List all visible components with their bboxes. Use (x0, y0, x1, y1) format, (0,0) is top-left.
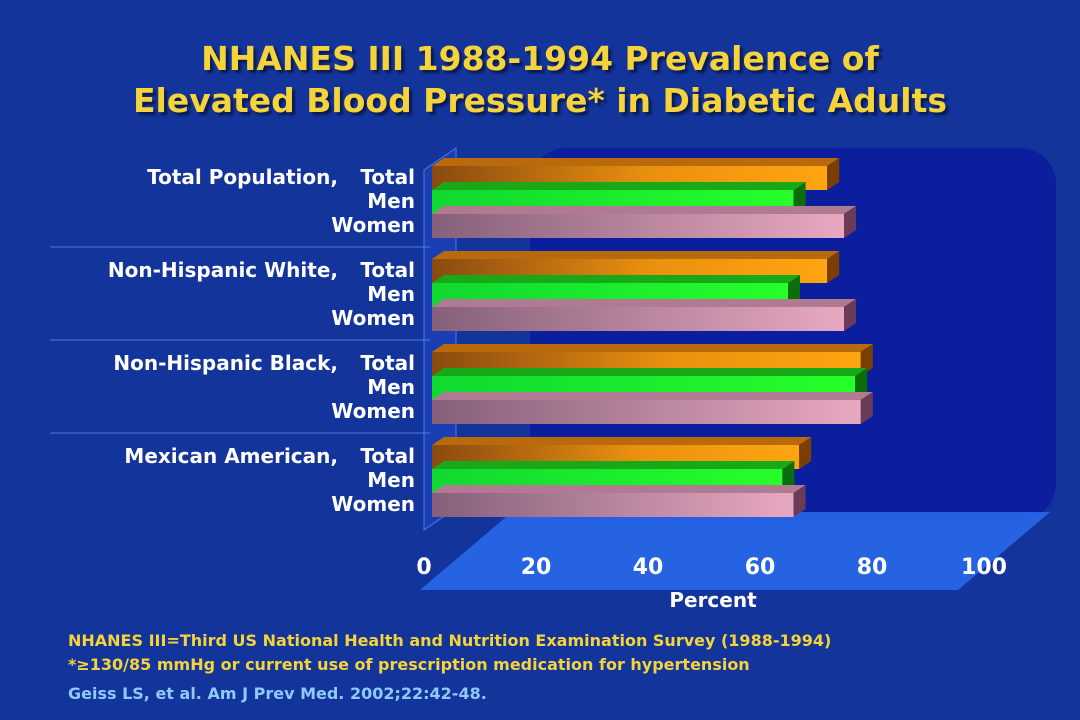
x-tick-label: 40 (633, 555, 664, 580)
group-label: Mexican American, (124, 444, 338, 468)
row-label-women: Women (331, 492, 415, 516)
bar-top-total (432, 158, 840, 166)
x-tick-label: 100 (961, 555, 1007, 580)
bar-top-total (432, 251, 840, 259)
chart-floor (420, 512, 1050, 590)
title-line-1: NHANES III 1988-1994 Prevalence of (201, 39, 879, 78)
bar-side-total (827, 251, 840, 283)
footnote-1: NHANES III=Third US National Health and … (68, 631, 832, 650)
bar-top-men (432, 182, 806, 190)
row-label-women: Women (331, 213, 415, 237)
bar-women (432, 493, 794, 517)
bar-top-men (432, 368, 868, 376)
chart-title: NHANES III 1988-1994 Prevalence of Eleva… (0, 38, 1080, 122)
bar-women (432, 307, 844, 331)
bar-top-women (432, 206, 856, 214)
row-label-total: Total (360, 258, 415, 282)
row-label-men: Men (367, 282, 415, 306)
row-label-total: Total (360, 444, 415, 468)
bar-side-total (799, 437, 812, 469)
bar-top-women (432, 392, 873, 400)
row-label-women: Women (331, 306, 415, 330)
bar-side-women (860, 392, 873, 424)
bar-women (432, 214, 844, 238)
bar-top-total (432, 437, 812, 445)
group-label: Non-Hispanic White, (108, 258, 338, 282)
row-label-total: Total (360, 351, 415, 375)
bar-side-women (844, 206, 856, 238)
title-line-2: Elevated Blood Pressure* in Diabetic Adu… (132, 81, 947, 120)
bar-side-total (827, 158, 840, 190)
bar-top-women (432, 299, 856, 307)
row-label-total: Total (360, 165, 415, 189)
row-label-men: Men (367, 468, 415, 492)
x-axis-label: Percent (669, 588, 757, 612)
x-tick-label: 20 (521, 555, 552, 580)
group-label: Total Population, (147, 165, 338, 189)
x-tick-label: 60 (745, 555, 776, 580)
footnote-2: *≥130/85 mmHg or current use of prescrip… (68, 655, 750, 674)
row-label-men: Men (367, 189, 415, 213)
bar-top-women (432, 485, 806, 493)
citation: Geiss LS, et al. Am J Prev Med. 2002;22:… (68, 684, 487, 703)
row-label-women: Women (331, 399, 415, 423)
bar-side-women (793, 485, 806, 517)
bar-top-men (432, 461, 795, 469)
bar-top-men (432, 275, 800, 283)
bar-top-total (432, 344, 873, 352)
x-tick-label: 0 (416, 555, 431, 580)
bar-side-women (844, 299, 856, 331)
x-tick-label: 80 (857, 555, 888, 580)
bar-women (432, 400, 861, 424)
group-label: Non-Hispanic Black, (113, 351, 338, 375)
row-label-men: Men (367, 375, 415, 399)
chart-backdrop (530, 148, 1056, 520)
